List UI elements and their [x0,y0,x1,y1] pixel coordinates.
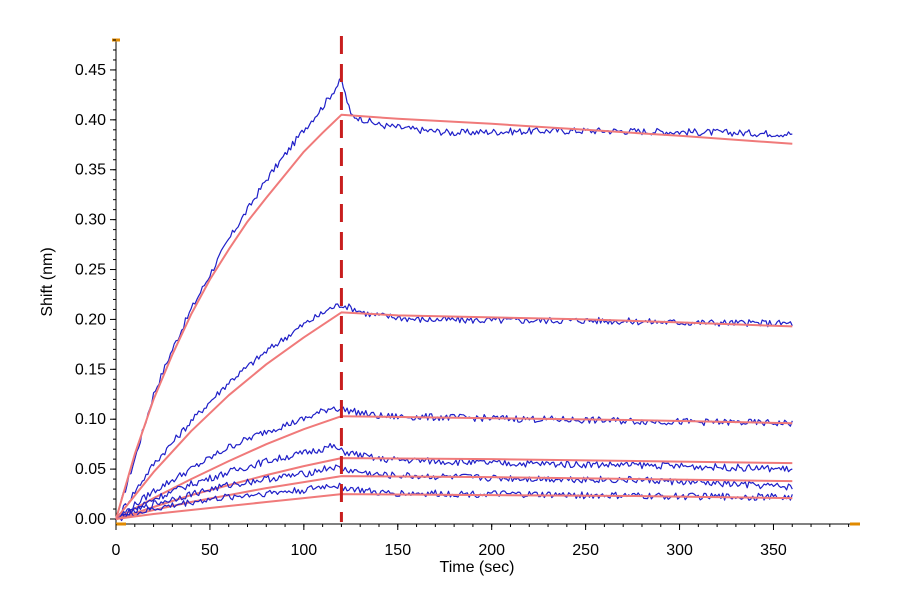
x-ticks: 0 50 100 150 200 250 300 350 [112,524,850,559]
y-axis-label: Shift (nm) [39,247,56,316]
fit-curve-3 [115,415,793,520]
y-tick-label: 0.40 [75,112,106,129]
series-layer [115,77,793,522]
fit-curve-4 [115,457,793,520]
y-tick-label: 0.25 [75,262,106,279]
fit-curve-2 [115,311,793,520]
fit-curve-6 [115,493,793,520]
x-tick-label: 300 [666,542,693,559]
measured-trace-3 [115,406,793,520]
y-tick-label: 0.05 [75,461,106,478]
y-tick-label: 0.20 [75,311,106,328]
y-tick-label: 0.35 [75,162,106,179]
x-tick-label: 0 [112,542,121,559]
measured-trace-5 [115,464,793,520]
fit-curve-5 [115,475,793,520]
measured-trace-1 [115,77,793,520]
y-tick-label: 0.00 [75,511,106,528]
x-tick-label: 200 [478,542,505,559]
x-tick-label: 250 [572,542,599,559]
y-tick-label: 0.15 [75,361,106,378]
fit-curve-1 [115,113,793,520]
x-tick-label: 150 [384,542,411,559]
y-tick-label: 0.10 [75,411,106,428]
x-tick-label: 350 [760,542,787,559]
measured-trace-2 [115,303,793,520]
x-tick-label: 50 [201,542,219,559]
measured-trace-4 [115,442,793,520]
y-ticks: 0.00 0.05 0.10 0.15 0.20 0.25 0.30 0.35 0.40 0.45 [75,39,116,528]
y-tick-label: 0.30 [75,212,106,229]
x-tick-label: 100 [290,542,317,559]
y-tick-label: 0.45 [75,62,106,79]
x-axis-label: Time (sec) [440,559,515,576]
